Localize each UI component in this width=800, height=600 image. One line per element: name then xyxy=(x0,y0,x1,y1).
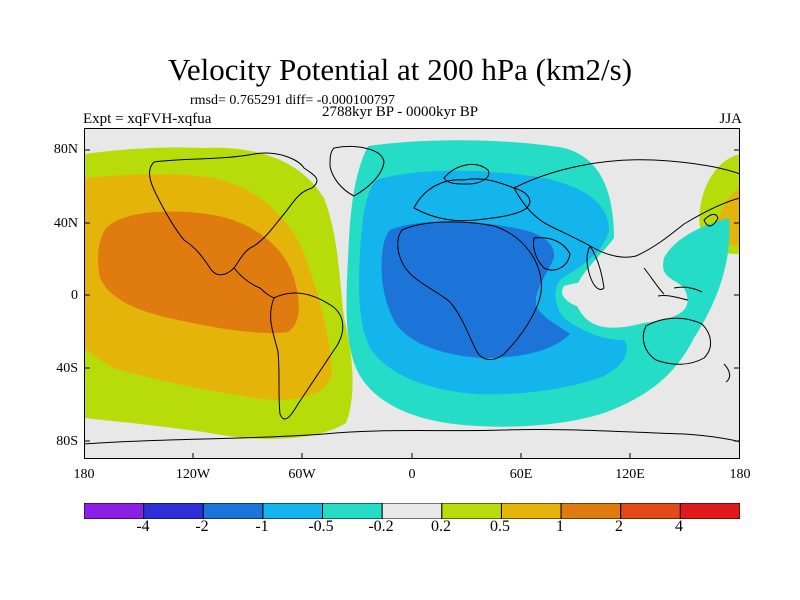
colorbar-label: 4 xyxy=(675,518,683,535)
colorbar-label: -1 xyxy=(255,518,269,535)
colorbar-swatch xyxy=(322,503,383,519)
colorbar-swatch xyxy=(84,503,145,519)
positive-anomaly-strong-pacific xyxy=(98,211,299,334)
colorbar-label: -0.2 xyxy=(368,518,394,535)
negative-anomaly-strong-africa xyxy=(381,221,570,358)
colorbar-label: 0.2 xyxy=(431,518,451,535)
lon-tick-0: 0 xyxy=(408,467,416,482)
period-label: 2788kyr BP - 0000kyr BP xyxy=(322,104,479,120)
colorbar-label: -0.5 xyxy=(308,518,334,535)
lat-tick-80s: 80S xyxy=(56,434,78,449)
neutral-indian-ocean-gap xyxy=(562,280,651,316)
plot-title: Velocity Potential at 200 hPa (km2/s) xyxy=(167,52,633,87)
velocity-potential-map xyxy=(84,128,740,459)
lat-tick-40s: 40S xyxy=(56,361,78,376)
colorbar-swatch xyxy=(202,503,264,519)
colorbar-swatch xyxy=(381,503,443,519)
lat-tick-80n: 80N xyxy=(53,142,78,157)
colorbar-swatch xyxy=(620,503,681,519)
lon-tick-120e: 120E xyxy=(615,467,645,482)
experiment-label: Expt = xqFVH-xqfua xyxy=(83,111,212,127)
lon-tick-180w: 180 xyxy=(73,467,95,482)
colorbar-swatch xyxy=(679,503,740,519)
colorbar-swatch xyxy=(262,503,324,519)
colorbar-swatch xyxy=(441,503,502,519)
colorbar-swatch xyxy=(143,503,204,519)
colorbar-label: 0.5 xyxy=(490,518,510,535)
season-label: JJA xyxy=(719,111,742,127)
colorbar-label: -2 xyxy=(195,518,209,535)
colorbar-label: 1 xyxy=(556,518,564,535)
lat-tick-0: 0 xyxy=(71,288,78,303)
lon-tick-60e: 60E xyxy=(509,467,533,482)
lon-tick-60w: 60W xyxy=(288,467,316,482)
colorbar xyxy=(84,503,740,519)
lat-tick-marks xyxy=(84,149,740,442)
lon-tick-120w: 120W xyxy=(175,467,211,482)
colorbar-label: -4 xyxy=(136,518,150,535)
lat-tick-40n: 40N xyxy=(53,216,78,231)
coastlines xyxy=(84,146,740,445)
colorbar-swatch xyxy=(560,503,622,519)
colorbar-swatch xyxy=(500,503,562,519)
lon-tick-marks xyxy=(192,453,631,459)
colorbar-label: 2 xyxy=(615,518,623,535)
lon-tick-180e: 180 xyxy=(729,467,751,482)
statistics-label: rmsd= 0.765291 diff= -0.000100797 xyxy=(190,93,395,108)
